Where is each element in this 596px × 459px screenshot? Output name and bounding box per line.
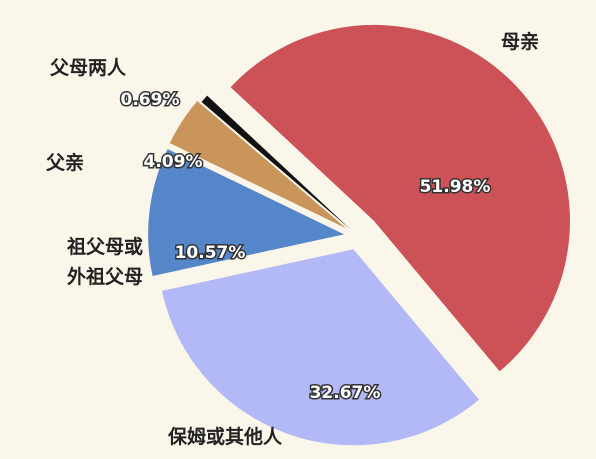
pie-slice (161, 249, 480, 446)
pie-slice (148, 149, 345, 276)
category-label: 祖父母或 外祖父母 (66, 236, 144, 288)
pie-slice (230, 24, 570, 372)
category-label: 保姆或其他人 (167, 426, 283, 448)
pie-slice (201, 95, 351, 230)
value-label: 51.98% (420, 177, 491, 197)
category-label: 父亲 (45, 152, 85, 174)
value-label: 0.69% (121, 90, 180, 110)
value-label: 4.09% (144, 152, 203, 172)
category-label: 母亲 (500, 31, 540, 53)
value-label: 32.67% (310, 383, 381, 403)
category-label: 父母两人 (49, 57, 127, 79)
pie-slice (169, 101, 347, 229)
value-label: 10.57% (175, 243, 246, 263)
